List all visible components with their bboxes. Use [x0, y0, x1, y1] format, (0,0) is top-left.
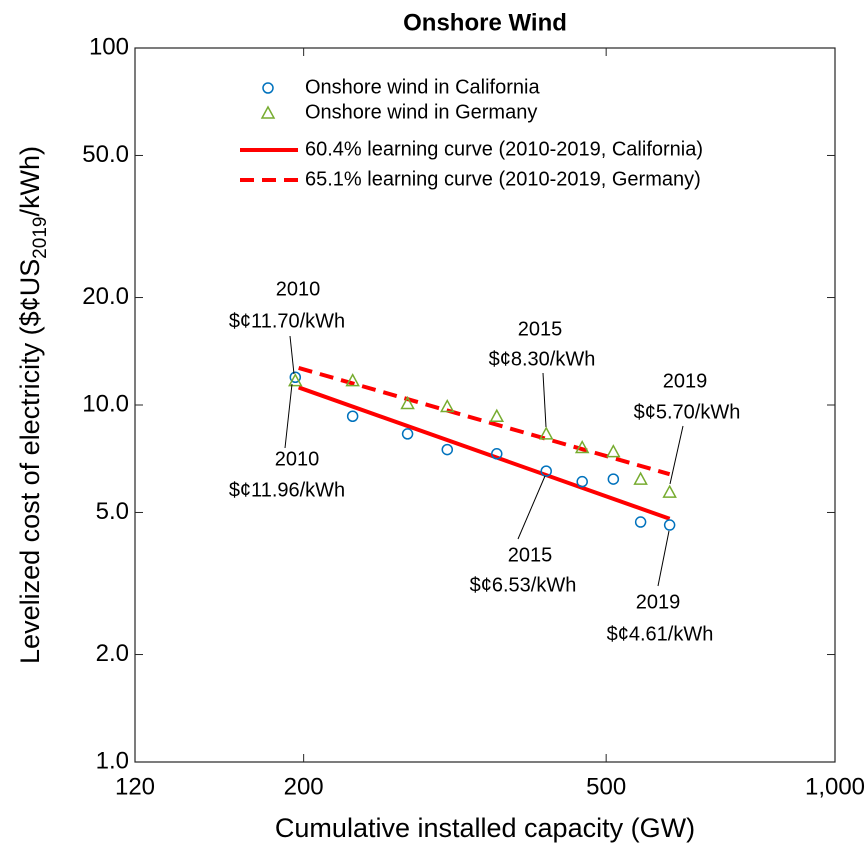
data-point — [662, 484, 677, 498]
chart-title: Onshore Wind — [403, 9, 567, 36]
y-tick-label: 50.0 — [82, 141, 129, 168]
data-point — [634, 516, 647, 528]
annotation-leader — [657, 530, 670, 587]
x-tick-label: 120 — [115, 773, 155, 800]
annotation: $¢6.53/kWh — [470, 574, 577, 596]
annotation: $¢4.61/kWh — [607, 623, 714, 645]
x-tick-label: 200 — [284, 773, 324, 800]
data-point — [441, 443, 454, 456]
data-point — [401, 428, 414, 440]
y-axis-label-sub: 2019 — [30, 217, 51, 259]
data-point — [574, 439, 590, 454]
data-point — [607, 473, 620, 485]
legend-label: Onshore wind in Germany — [305, 101, 537, 123]
annotation-leader — [669, 425, 684, 485]
x-tick-label: 500 — [586, 773, 626, 800]
annotation: 2019 — [636, 591, 681, 613]
data-point — [633, 471, 648, 485]
annotation: 2015 — [508, 544, 553, 566]
legend-label: 60.4% learning curve (2010-2019, Califor… — [305, 138, 703, 160]
annotation-leader — [284, 383, 293, 449]
data-point — [663, 519, 676, 531]
annotation: $¢11.70/kWh — [229, 310, 345, 332]
data-point — [289, 371, 302, 383]
data-point — [345, 373, 360, 387]
y-tick-label: 10.0 — [82, 390, 129, 417]
annotation: 2019 — [663, 370, 708, 392]
annotation: $¢8.30/kWh — [489, 348, 596, 370]
y-tick-label: 20.0 — [82, 283, 129, 310]
y-tick-label: 1.0 — [96, 747, 129, 774]
y-tick-label: 100 — [89, 33, 129, 60]
data-point — [491, 448, 503, 460]
legend-marker — [260, 105, 276, 119]
data-point — [440, 398, 455, 413]
data-point — [400, 395, 415, 410]
annotation: $¢11.96/kWh — [229, 479, 345, 501]
y-axis-label-part: /kWh) — [15, 146, 45, 217]
legend-marker — [262, 82, 274, 94]
annotation: 2015 — [518, 318, 563, 340]
y-tick-label: 2.0 — [96, 640, 129, 667]
legend-label: Onshore wind in California — [305, 76, 540, 98]
data-point — [538, 426, 554, 440]
y-axis-label: Levelized cost of electricity ($¢US2019/… — [15, 146, 51, 664]
data-point — [540, 465, 552, 477]
x-tick-label: 1,000 — [805, 773, 865, 800]
legend-label: 65.1% learning curve (2010-2019, Germany… — [305, 168, 701, 190]
data-point — [606, 444, 621, 458]
annotation-leader — [517, 475, 546, 540]
annotation: 2010 — [276, 278, 321, 300]
annotation-leader — [542, 372, 547, 428]
data-point — [489, 408, 505, 423]
data-point — [288, 373, 303, 387]
data-point — [346, 410, 359, 423]
x-axis-label: Cumulative installed capacity (GW) — [275, 813, 695, 843]
annotation: 2010 — [275, 448, 320, 470]
annotation-leader — [289, 335, 295, 375]
y-axis-label-part: Levelized cost of electricity ($¢US — [15, 259, 45, 664]
fit-line — [297, 385, 671, 521]
annotation: $¢5.70/kWh — [634, 401, 741, 423]
y-tick-label: 5.0 — [96, 498, 129, 525]
data-point — [576, 475, 588, 488]
